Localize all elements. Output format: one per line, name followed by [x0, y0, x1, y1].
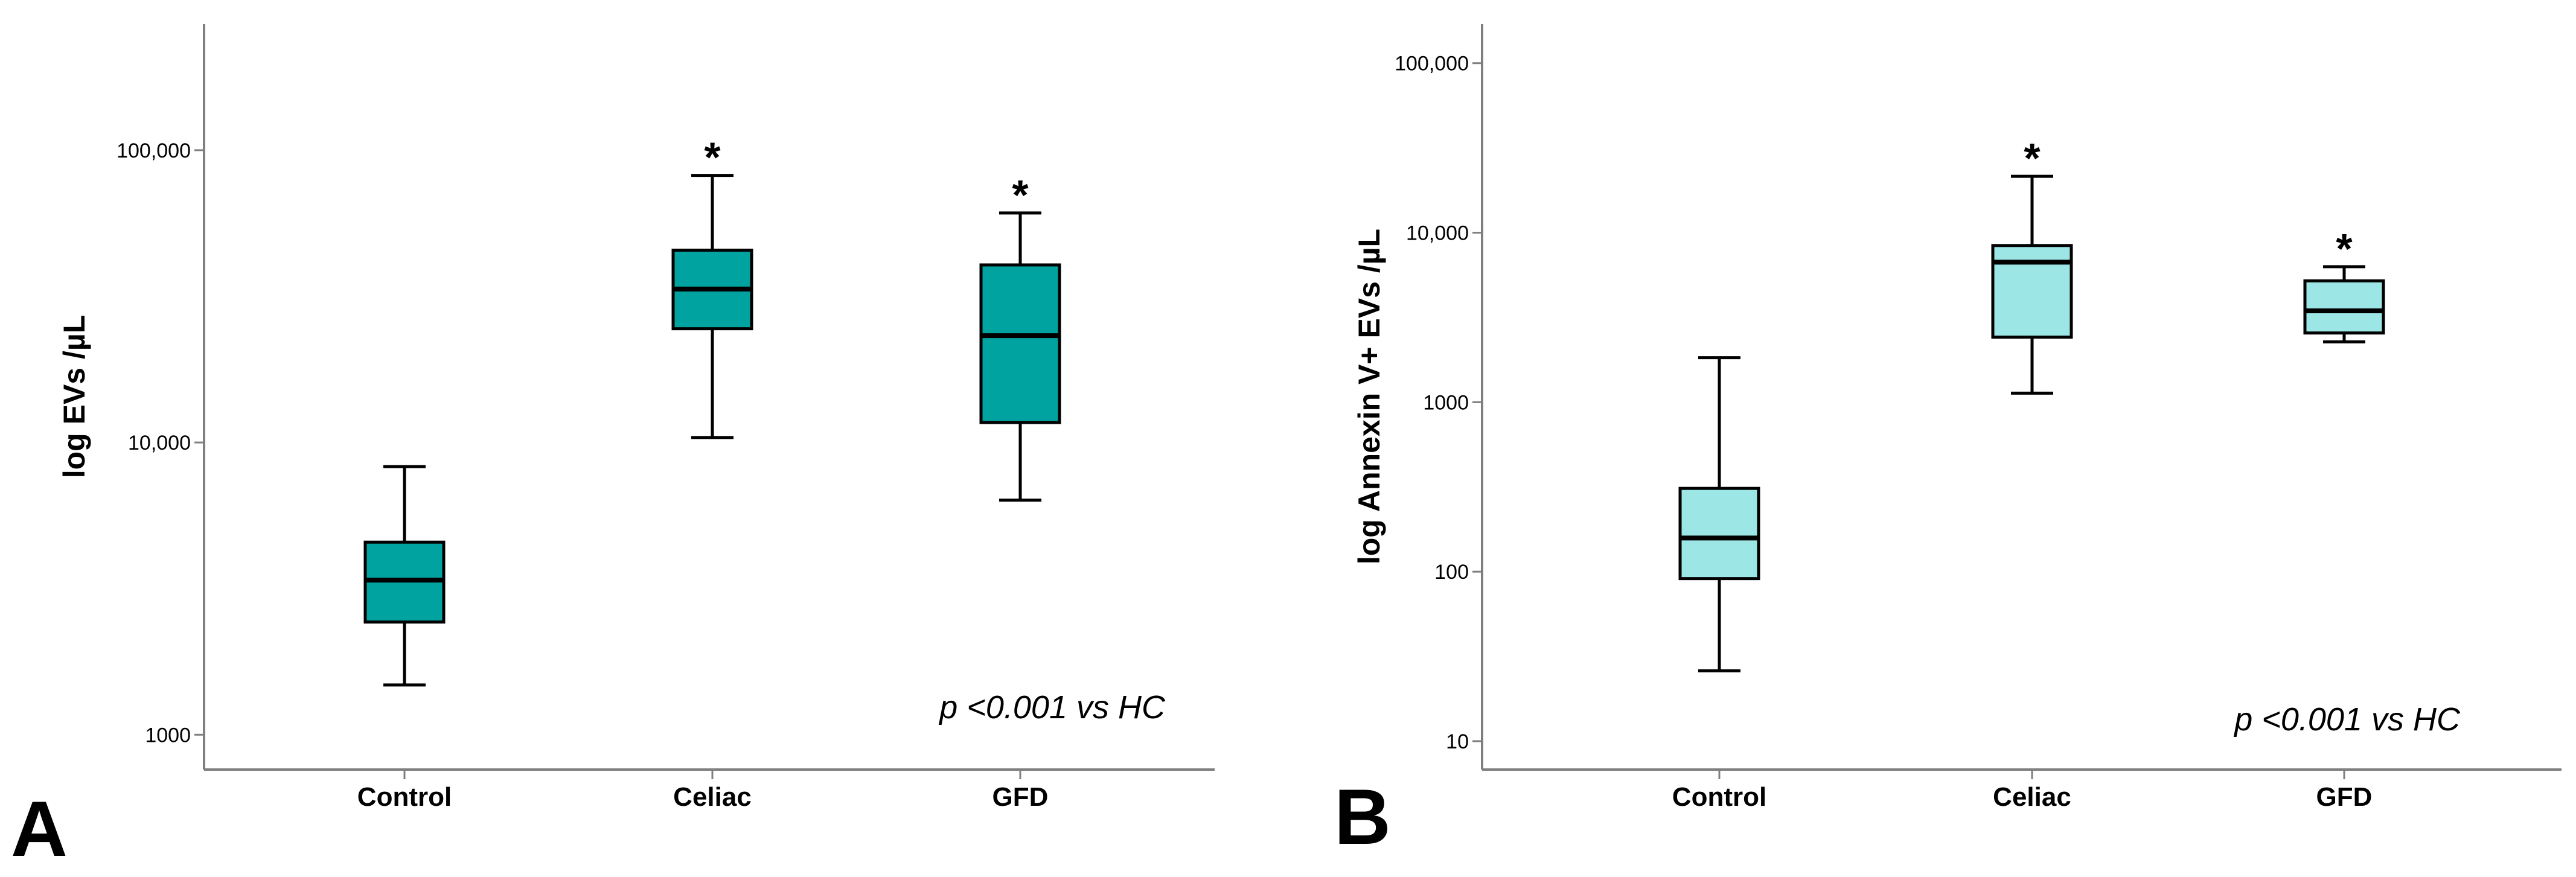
x-category-label: Celiac [673, 782, 752, 812]
panel-a-letter: A [11, 785, 68, 873]
y-axis-title: log EVs /µL [57, 315, 91, 479]
y-axis-title: log Annexin V+ EVs /µL [1352, 229, 1386, 564]
y-tick-label: 10,000 [128, 432, 191, 454]
significance-star: * [704, 134, 721, 181]
panel-b-chart: B 10 100 1000 10,000 100,000 log Annexin V+ E… [1334, 24, 2562, 861]
p-value-annotation: p <0.001 vs HC [938, 689, 1166, 726]
significance-star: * [2336, 225, 2353, 272]
iqr-box [2303, 279, 2385, 335]
y-tick-label: 100,000 [1395, 53, 1469, 75]
panel-b-letter: B [1334, 773, 1391, 861]
iqr-box [1991, 244, 2073, 339]
iqr-box [1678, 486, 1760, 581]
x-category-label: GFD [2316, 782, 2373, 812]
iqr-box [979, 263, 1061, 424]
y-tick-label: 10 [1446, 730, 1469, 753]
x-category-label: Celiac [1993, 782, 2071, 812]
y-tick-label: 1000 [1423, 391, 1469, 414]
y-tick-label: 100,000 [117, 139, 191, 162]
significance-star: * [2024, 135, 2041, 182]
y-tick-label: 10,000 [1406, 222, 1469, 245]
x-category-label: Control [1672, 782, 1766, 812]
significance-star: * [1012, 171, 1029, 218]
x-category-label: Control [357, 782, 452, 812]
panel-a-chart: A 1000 10,000 100,000 log EVs /µL Control Cel… [11, 24, 1215, 873]
y-tick-label: 1000 [145, 724, 191, 747]
x-category-label: GFD [992, 782, 1049, 812]
y-tick-label: 100 [1434, 561, 1469, 584]
p-value-annotation: p <0.001 vs HC [2233, 701, 2461, 738]
